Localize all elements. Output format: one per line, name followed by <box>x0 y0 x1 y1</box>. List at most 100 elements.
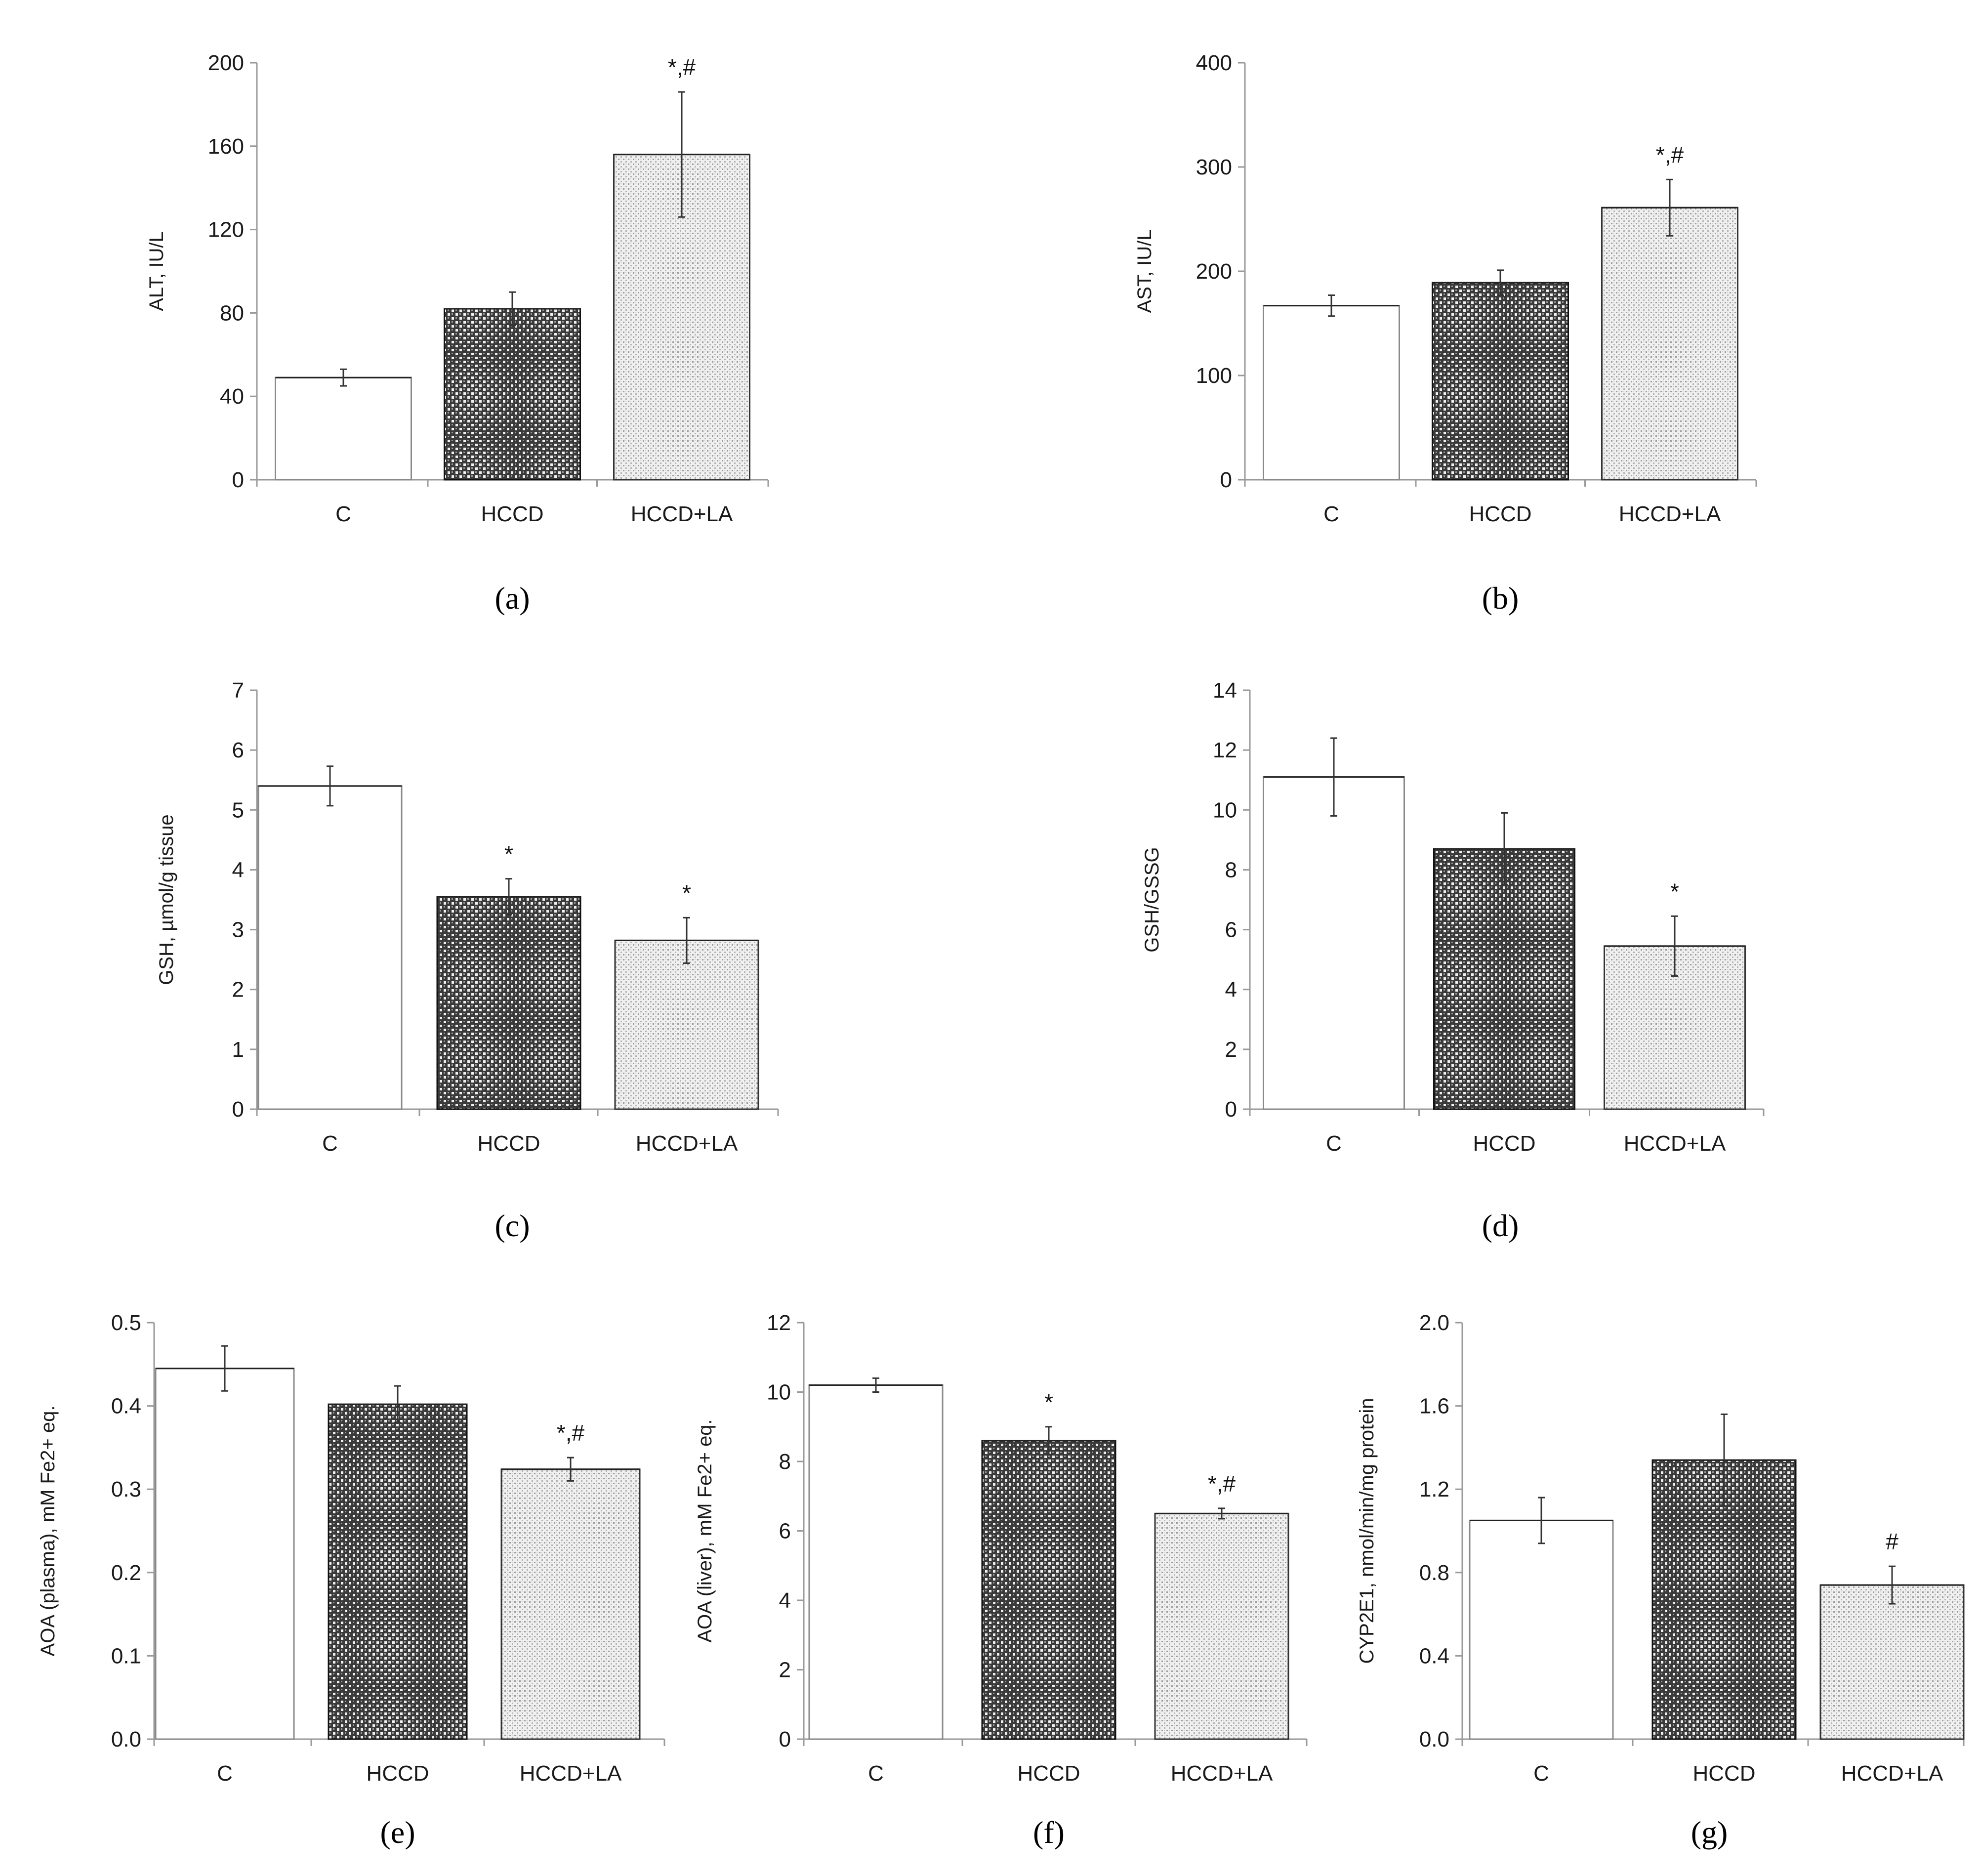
y-axis-label: AST, IU/L <box>1134 230 1155 313</box>
y-tick-label: 0 <box>1220 468 1232 492</box>
chart-panel-a: 0 40 80 120 160 200 ALT, IU/L C HCCD *,# HCCD+LA (a… <box>146 51 769 616</box>
panel-label: (e) <box>380 1815 415 1850</box>
bar-c <box>155 1368 295 1740</box>
y-tick-label: 0.0 <box>1419 1727 1449 1751</box>
x-tick-label: C <box>217 1761 233 1786</box>
y-tick-label: 200 <box>1196 259 1232 284</box>
bar-hccd-la <box>1154 1512 1289 1740</box>
bar-hccd-la <box>1819 1584 1965 1740</box>
x-tick-label: HCCD+LA <box>520 1761 622 1786</box>
significance-label: * <box>1044 1389 1053 1415</box>
bar-hccd <box>436 896 581 1110</box>
y-tick-label: 100 <box>1196 364 1232 388</box>
y-tick-label: 0.0 <box>111 1727 141 1751</box>
y-tick-label: 8 <box>779 1450 791 1474</box>
y-tick-label: 1.2 <box>1419 1477 1449 1501</box>
y-tick-label: 8 <box>1225 858 1237 882</box>
x-tick-label: HCCD+LA <box>1619 502 1721 526</box>
y-tick-label: 2 <box>232 978 244 1002</box>
y-tick-label: 5 <box>232 798 244 822</box>
y-tick-label: 0.5 <box>111 1311 141 1335</box>
significance-label: *,# <box>557 1420 585 1446</box>
x-tick-label: HCCD <box>1692 1761 1755 1786</box>
y-tick-label: 0.4 <box>111 1394 141 1418</box>
bar-c <box>1469 1519 1614 1740</box>
x-tick-label: HCCD <box>1469 502 1531 526</box>
y-tick-label: 1 <box>232 1038 244 1062</box>
panel-label: (g) <box>1691 1815 1728 1850</box>
x-tick-label: C <box>1533 1761 1549 1786</box>
y-axis-label: AOA (liver), mM Fe2+ eq. <box>694 1419 716 1642</box>
x-tick-label: HCCD <box>1017 1761 1080 1786</box>
chart-panel-f: 0 2 4 6 8 10 12 AOA (liver), mM Fe2+ eq. C * HCCD *… <box>694 1311 1308 1850</box>
chart-panel-g: 0.0 0.4 0.8 1.2 1.6 2.0 CYP2E1, nmol/min/mg pr… <box>1356 1311 1965 1850</box>
x-tick-label: C <box>1323 502 1339 526</box>
x-tick-label: C <box>1326 1131 1342 1156</box>
x-tick-label: HCCD <box>1473 1131 1535 1156</box>
y-tick-label: 0 <box>1225 1097 1237 1122</box>
y-tick-label: 1.6 <box>1419 1394 1449 1418</box>
y-tick-label: 3 <box>232 918 244 942</box>
y-tick-label: 160 <box>208 134 244 159</box>
significance-label: *,# <box>1656 142 1684 167</box>
x-tick-label: HCCD <box>366 1761 429 1786</box>
x-tick-label: HCCD+LA <box>1841 1761 1943 1786</box>
chart-panel-e: 0.0 0.1 0.2 0.3 0.4 0.5 AOA (plasma), mM Fe2+ … <box>37 1311 665 1850</box>
y-tick-label: 10 <box>1213 798 1237 822</box>
y-tick-label: 2 <box>779 1658 791 1682</box>
bar-hccd <box>444 308 581 481</box>
panel-label: (f) <box>1033 1815 1065 1850</box>
x-tick-label: HCCD+LA <box>631 502 733 526</box>
significance-label: *,# <box>1208 1471 1236 1497</box>
y-tick-label: 0.3 <box>111 1477 141 1501</box>
panel-label: (b) <box>1482 581 1519 616</box>
y-axis-label: ALT, IU/L <box>146 231 167 311</box>
y-tick-label: 10 <box>767 1380 791 1405</box>
y-tick-label: 2.0 <box>1419 1311 1449 1335</box>
bar-hccd <box>981 1440 1116 1740</box>
y-tick-label: 14 <box>1213 678 1237 703</box>
y-tick-label: 12 <box>1213 738 1237 762</box>
significance-label: # <box>1886 1529 1898 1554</box>
x-tick-label: HCCD+LA <box>1171 1761 1273 1786</box>
bar-hccd-la <box>500 1468 641 1740</box>
y-tick-label: 2 <box>1225 1038 1237 1062</box>
y-tick-label: 0.1 <box>111 1644 141 1668</box>
x-tick-label: C <box>868 1761 884 1786</box>
y-tick-label: 6 <box>779 1519 791 1543</box>
y-tick-label: 4 <box>1225 978 1237 1002</box>
y-tick-label: 6 <box>232 738 244 762</box>
y-axis-label: AOA (plasma), mM Fe2+ eq. <box>37 1406 59 1657</box>
chart-panel-d: 0 2 4 6 8 10 12 14 GSH/GSSG C HCCD * HCCD+LA (d) <box>1141 678 1765 1243</box>
x-tick-label: HCCD <box>481 502 543 526</box>
y-tick-label: 120 <box>208 218 244 242</box>
x-tick-label: C <box>335 502 351 526</box>
y-tick-label: 0.8 <box>1419 1561 1449 1585</box>
y-tick-label: 80 <box>220 301 244 325</box>
panel-label: (c) <box>495 1208 530 1243</box>
y-tick-label: 0 <box>232 1097 244 1122</box>
chart-panel-b: 0 100 200 300 400 AST, IU/L C HCCD *,# HCCD+LA (b) <box>1134 51 1757 616</box>
bar-c <box>257 785 403 1110</box>
significance-label: * <box>504 841 513 867</box>
y-tick-label: 6 <box>1225 918 1237 942</box>
y-tick-label: 400 <box>1196 51 1232 75</box>
y-tick-label: 40 <box>220 384 244 409</box>
y-axis-label: GSH/GSSG <box>1141 847 1163 952</box>
panel-label: (a) <box>495 581 530 616</box>
bar-c <box>1263 776 1405 1110</box>
bar-hccd <box>1432 282 1569 481</box>
bar-c <box>1263 305 1400 481</box>
bar-hccd <box>328 1403 468 1740</box>
y-tick-label: 0 <box>779 1727 791 1751</box>
x-tick-label: HCCD <box>477 1131 540 1156</box>
y-tick-label: 0.4 <box>1419 1644 1449 1668</box>
bar-hccd-la <box>1601 207 1738 481</box>
y-tick-label: 0 <box>232 468 244 492</box>
y-tick-label: 4 <box>779 1588 791 1613</box>
significance-label: * <box>1670 878 1679 904</box>
y-tick-label: 0.2 <box>111 1561 141 1585</box>
bar-hccd <box>1433 848 1575 1110</box>
x-tick-label: C <box>322 1131 338 1156</box>
y-axis-label: GSH, µmol/g tissue <box>156 814 177 985</box>
